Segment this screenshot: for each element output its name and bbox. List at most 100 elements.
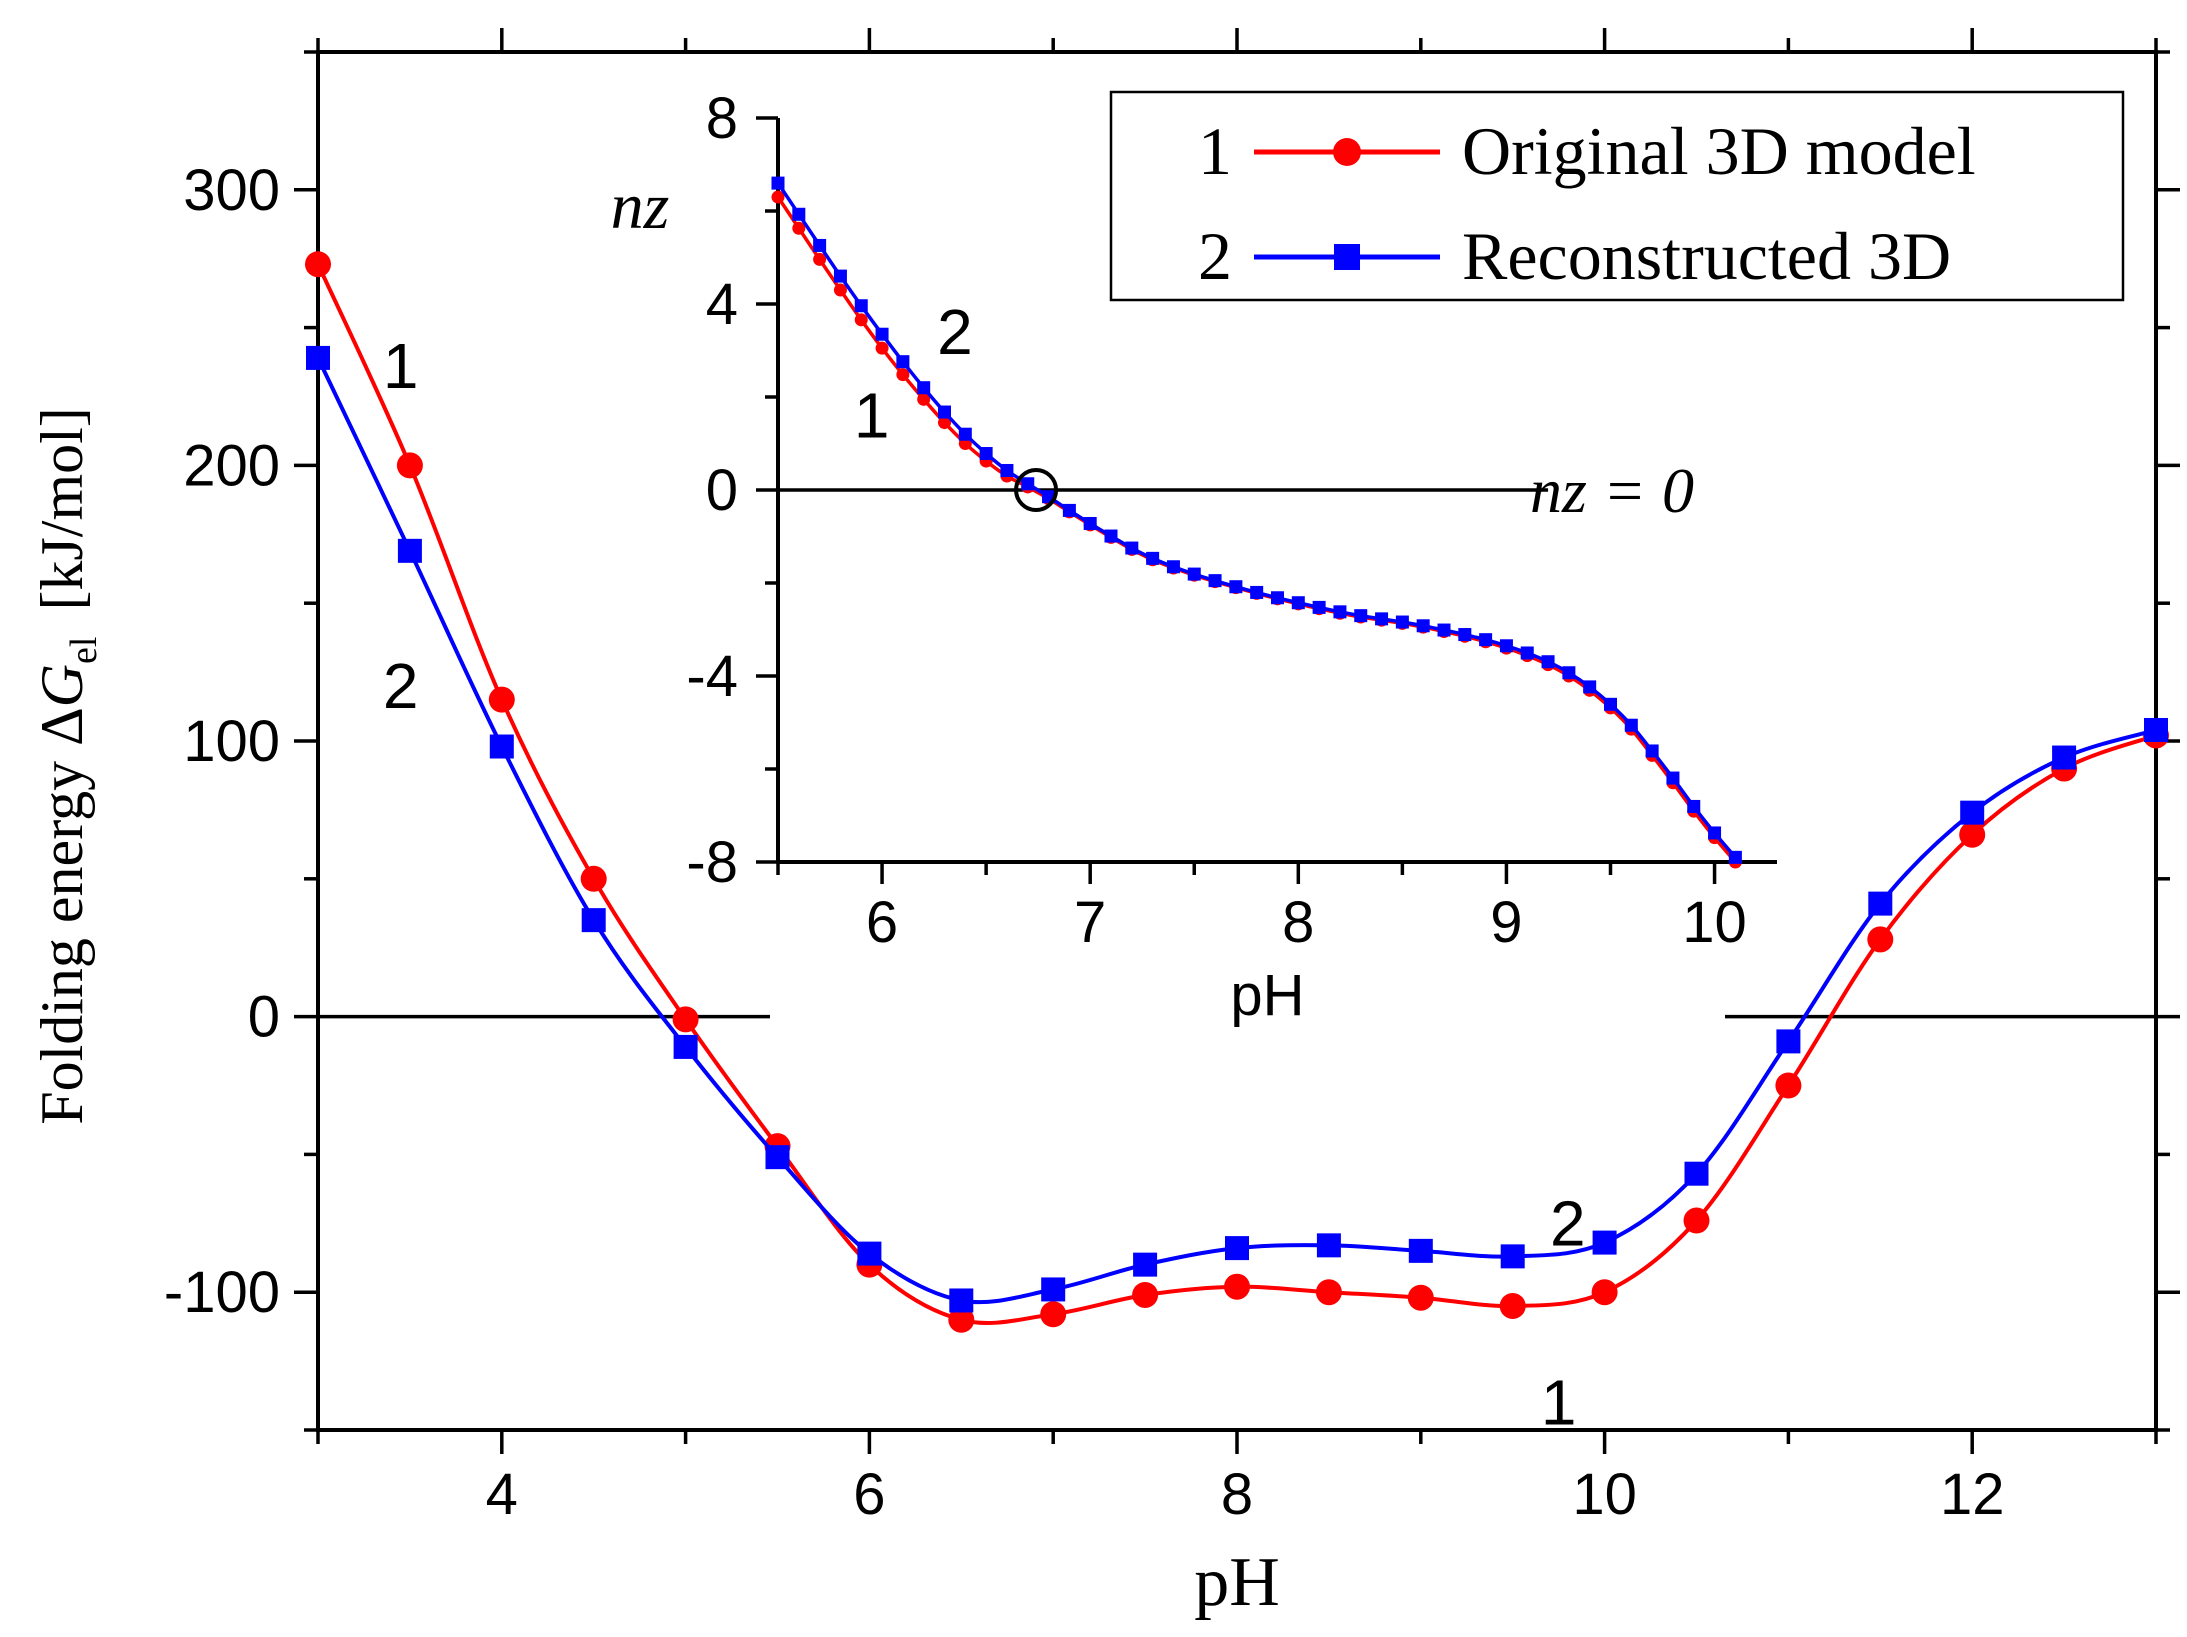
legend-entry-number-1: 1 (1198, 113, 1232, 189)
inset-zero-line-label: nz = 0 (1530, 455, 1694, 526)
series-2-point (857, 1241, 882, 1266)
series-1-point (1499, 1292, 1526, 1319)
series-1-point (948, 1306, 975, 1333)
y-tick-label-1: 0 (248, 985, 280, 1050)
series-2-point (397, 538, 422, 563)
inset-series-2-point (1645, 744, 1659, 758)
legend-entry-label-2: Reconstructed 3D (1462, 218, 1951, 294)
series-2-point (489, 734, 514, 759)
series-1-point (1407, 1284, 1434, 1311)
inset-series-2-point (1104, 529, 1118, 543)
inset-series-1-point (854, 313, 868, 327)
inset-series-1-point (792, 221, 806, 235)
x-tick-label-4: 12 (1940, 1462, 2005, 1527)
legend-marker-1 (1333, 138, 1361, 166)
inset-series-2-point (1499, 639, 1513, 653)
x-tick-label-3: 10 (1572, 1462, 1637, 1527)
inset-series-1-point (771, 190, 785, 204)
inset-series-2-point (1062, 503, 1076, 517)
series-1-point (1040, 1301, 1067, 1328)
inset-series-2-point (854, 299, 868, 313)
series-1-point (1683, 1207, 1710, 1234)
y-tick-label-4: 300 (183, 158, 280, 223)
inset-y-tick-label-2: 0 (706, 458, 738, 523)
y-tick-label-0: -100 (164, 1260, 280, 1325)
inset-x-axis-label: pH (1230, 963, 1304, 1028)
inset-x-tick-label-0: 6 (866, 890, 898, 955)
series-1-point (1132, 1281, 1159, 1308)
series-2-point (1408, 1238, 1433, 1263)
inset-series-2-point (1520, 646, 1534, 660)
inset-series-2-point (1021, 477, 1035, 491)
series-1-point (305, 251, 331, 278)
inset-series-2-point (875, 327, 889, 341)
inset-series-2-point (1354, 609, 1368, 623)
inset-series-2-point (917, 381, 931, 395)
inset-series-2-point (1271, 591, 1284, 605)
inset-series-2-point (1208, 574, 1222, 588)
legend: 1 Original 3D model 2 Reconstructed 3D (1109, 90, 2125, 302)
series-1-point (1315, 1279, 1342, 1306)
series-2-point (1500, 1244, 1525, 1269)
series-1-point (672, 1006, 699, 1033)
inset-curve-label-1: 1 (854, 380, 890, 452)
inset-series-2-point (1416, 619, 1430, 633)
series-1-point (488, 686, 515, 713)
series-2-point (1960, 800, 1985, 825)
inset-x-tick-label-3: 9 (1490, 890, 1522, 955)
inset-series-2-point (1125, 541, 1139, 555)
inset-series-2-point (1291, 596, 1305, 610)
x-tick-label-1: 6 (853, 1462, 885, 1527)
inset-series-2-point (938, 405, 951, 419)
series-2-point (765, 1145, 790, 1170)
legend-entry-label-1: Original 3D model (1462, 113, 1976, 189)
inset-series-2-point (1000, 463, 1014, 477)
inset-y-tick-label-1: -4 (686, 644, 738, 709)
inset-series-2-point (979, 447, 993, 461)
legend-marker-2 (1334, 244, 1360, 270)
inset-series-2-point (1666, 771, 1680, 785)
inset-series-2-point (1728, 850, 1742, 864)
series-2-point (306, 345, 330, 370)
isoelectric-point-marker (1014, 468, 1059, 512)
inset-series-2-point (1083, 516, 1097, 530)
inset-y-tick-label-4: 8 (706, 86, 738, 151)
inset-x-tick-label-1: 7 (1074, 890, 1106, 955)
inset-y-tick-label-3: 4 (706, 272, 738, 337)
y-axis-label: Folding energy ΔGel[kJ/mol] (29, 407, 105, 1125)
inset-series-2-point (1583, 680, 1597, 694)
main-curve-label-1: 2 (383, 650, 419, 722)
series-2-point (1041, 1277, 1066, 1302)
inset-series-2-point (771, 176, 785, 190)
series-2-point (673, 1034, 698, 1059)
inset-series-2-point (896, 355, 910, 369)
inset-series-2-point (833, 269, 847, 283)
inset-series-2-point (1624, 718, 1638, 732)
inset-series-2-point (1395, 615, 1409, 629)
series-1-point (580, 865, 607, 892)
inset-series-2-point (792, 207, 806, 221)
inset-series-2-point (1541, 655, 1555, 669)
inset-series-2-point (813, 238, 827, 252)
series-1-point (1867, 926, 1894, 953)
inset-series-2-point (1708, 826, 1722, 840)
inset-series-1-point (917, 392, 931, 406)
series-2-point (1316, 1233, 1341, 1258)
inset-series-2-point (1437, 623, 1451, 637)
series-1-point (1224, 1273, 1250, 1300)
series-2-point (1225, 1236, 1249, 1261)
inset-series-2-point (1562, 666, 1576, 680)
inset-curve-label-0: 2 (937, 296, 973, 368)
series-2-point (581, 908, 606, 933)
inset-series-2-point (1166, 560, 1180, 574)
main-curve-label-3: 1 (1541, 1366, 1577, 1438)
x-axis-label: pH (1194, 1544, 1280, 1621)
legend-entry-number-2: 2 (1198, 218, 1232, 294)
inset-series-2-point (1250, 585, 1264, 599)
inset-series-1-point (938, 416, 951, 430)
series-1-line (316, 263, 2157, 1325)
series-2-point (1133, 1252, 1158, 1277)
inset-series-1-point (813, 252, 827, 266)
